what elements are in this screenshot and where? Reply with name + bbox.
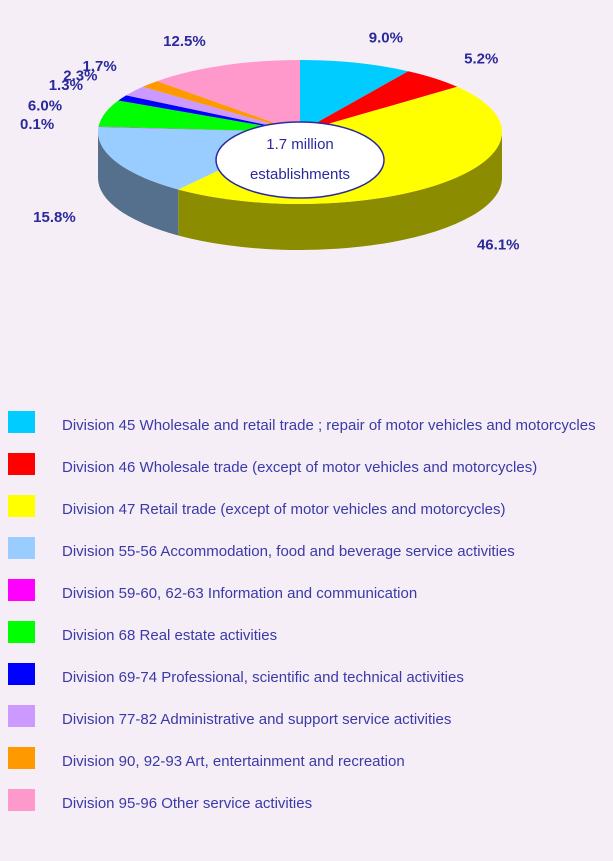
data-label: 46.1% xyxy=(477,237,520,254)
legend-swatch xyxy=(8,747,35,769)
legend-label: Division 90, 92-93 Art, entertainment an… xyxy=(62,753,405,770)
legend-label: Division 45 Wholesale and retail trade ;… xyxy=(62,417,596,434)
legend-item: Division 47 Retail trade (except of moto… xyxy=(0,489,613,531)
pie-slice xyxy=(126,86,300,132)
data-label: 12.5% xyxy=(163,33,206,50)
legend-label: Division 95-96 Other service activities xyxy=(62,795,313,812)
pie-side xyxy=(98,132,179,236)
data-label: 2.3% xyxy=(63,68,97,85)
data-label: 5.2% xyxy=(464,50,498,67)
legend-item: Division 95-96 Other service activities xyxy=(0,783,613,825)
legend-item: Division 90, 92-93 Art, entertainment an… xyxy=(0,741,613,783)
legend-item: Division 77-82 Administrative and suppor… xyxy=(0,699,613,741)
legend-label: Division 77-82 Administrative and suppor… xyxy=(62,711,452,728)
data-label: 0.1% xyxy=(20,116,54,133)
data-label: 1.7% xyxy=(82,58,116,75)
center-label: establishments xyxy=(250,166,350,183)
legend-swatch xyxy=(8,453,35,475)
legend: Division 45 Wholesale and retail trade ;… xyxy=(0,405,613,825)
legend-label: Division 59-60, 62-63 Information and co… xyxy=(62,585,418,602)
legend-label: Division 47 Retail trade (except of moto… xyxy=(62,501,506,518)
legend-swatch xyxy=(8,789,35,811)
pie-slice xyxy=(300,60,409,132)
legend-label: Division 46 Wholesale trade (except of m… xyxy=(62,459,538,476)
legend-swatch xyxy=(8,495,35,517)
legend-item: Division 59-60, 62-63 Information and co… xyxy=(0,573,613,615)
pie-slice xyxy=(300,71,458,132)
data-label: 1.3% xyxy=(49,77,83,94)
pie-side xyxy=(178,132,502,250)
legend-label: Division 55-56 Accommodation, food and b… xyxy=(62,543,515,560)
legend-swatch xyxy=(8,621,35,643)
pie-slice xyxy=(157,60,300,132)
legend-item: Division 45 Wholesale and retail trade ;… xyxy=(0,405,613,447)
legend-swatch xyxy=(8,663,35,685)
legend-item: Division 68 Real estate activities xyxy=(0,615,613,657)
data-label: 9.0% xyxy=(369,30,403,47)
data-label: 15.8% xyxy=(33,209,76,226)
legend-swatch xyxy=(8,537,35,559)
legend-item: Division 46 Wholesale trade (except of m… xyxy=(0,447,613,489)
center-label: 1.7 million xyxy=(266,136,334,153)
data-label: 6.0% xyxy=(28,98,62,115)
legend-swatch xyxy=(8,579,35,601)
pie-slice xyxy=(98,100,300,132)
pie-slice xyxy=(118,95,301,132)
legend-label: Division 68 Real estate activities xyxy=(62,627,278,644)
legend-label: Division 69-74 Professional, scientific … xyxy=(62,669,464,686)
pie-slice xyxy=(142,81,300,132)
legend-swatch xyxy=(8,705,35,727)
legend-swatch xyxy=(8,411,35,433)
chart: 9.0% 5.2% 46.1% 15.8% 0.1%6.0% 1.3%2.3%1.7% 12… xyxy=(20,30,520,254)
legend-item: Division 55-56 Accommodation, food and b… xyxy=(0,531,613,573)
center-badge xyxy=(215,121,385,199)
legend-item: Division 69-74 Professional, scientific … xyxy=(0,657,613,699)
